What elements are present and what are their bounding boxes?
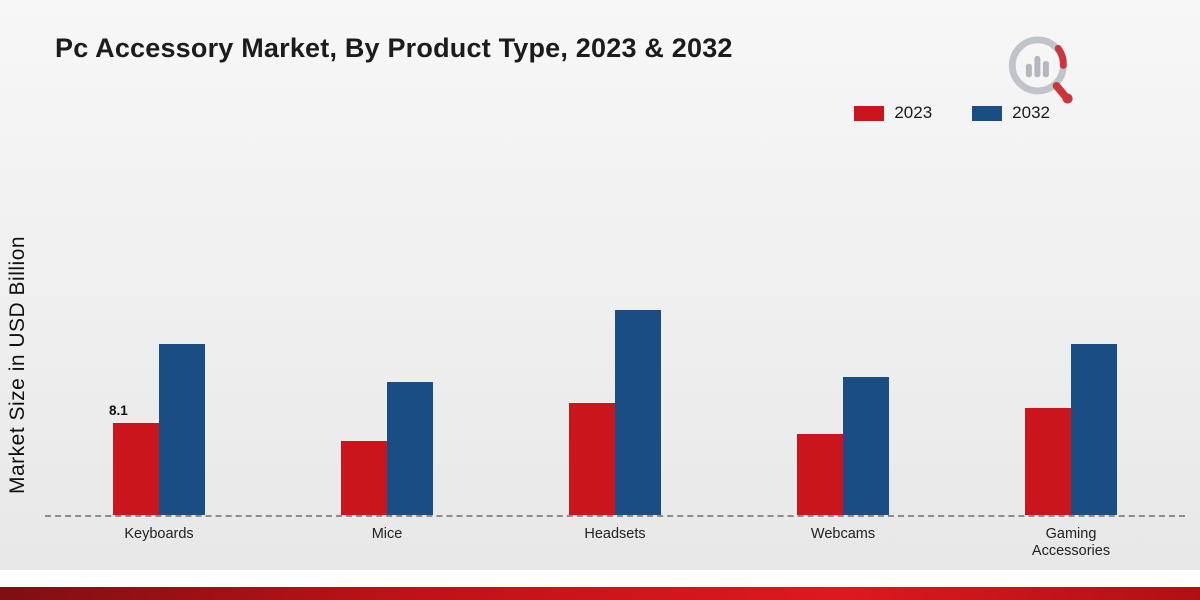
bar-2023-webcams: [797, 434, 843, 515]
category-cell-keyboards: Keyboards: [45, 526, 273, 559]
category-cell-gaming-accessories: Gaming Accessories: [957, 526, 1185, 559]
plot-area: 8.1: [45, 288, 1185, 515]
legend-item-2023: 2023: [854, 103, 932, 123]
bar-2023-headsets: [569, 403, 615, 515]
legend-label-2032: 2032: [1012, 103, 1050, 122]
bar-2032-keyboards: [159, 344, 205, 515]
bar-group-mice: [273, 288, 501, 515]
footer-red-band: [0, 587, 1200, 600]
x-axis-labels: Keyboards Mice Headsets Webcams Gaming Acces…: [45, 526, 1185, 559]
category-cell-webcams: Webcams: [729, 526, 957, 559]
chart-title: Pc Accessory Market, By Product Type, 20…: [55, 33, 733, 63]
bar-2032-mice: [387, 382, 433, 515]
category-label-mice: Mice: [371, 526, 403, 542]
legend-swatch-2032: [972, 105, 1003, 121]
category-label-keyboards: Keyboards: [124, 526, 194, 542]
bar-2023-keyboards: 8.1: [109, 403, 159, 515]
legend-item-2032: 2032: [972, 103, 1050, 123]
bar-value-label: 8.1: [109, 403, 128, 418]
footer-white-band: [0, 570, 1200, 587]
bar-2023-gaming-accessories: [1025, 408, 1071, 515]
x-axis-line: [45, 515, 1185, 517]
category-label-webcams: Webcams: [810, 526, 876, 542]
bar-group-gaming-accessories: [957, 288, 1185, 515]
legend: 2023 2032: [854, 103, 1050, 123]
bar-2023-mice: [341, 441, 387, 515]
category-cell-headsets: Headsets: [501, 526, 729, 559]
y-axis-label: Market Size in USD Billion: [6, 235, 29, 495]
bar-group-headsets: [501, 288, 729, 515]
category-label-gaming-accessories: Gaming Accessories: [1031, 526, 1111, 559]
legend-swatch-2023: [854, 105, 885, 121]
bar-2032-gaming-accessories: [1071, 344, 1117, 515]
category-label-headsets: Headsets: [584, 526, 646, 542]
legend-label-2023: 2023: [894, 103, 933, 122]
bar-group-keyboards: 8.1: [45, 288, 273, 515]
chart-area: 8.1 Keyboards Mice Headsets Webcams Gaming A…: [45, 288, 1185, 559]
bar-2032-headsets: [615, 310, 661, 515]
bar-group-webcams: [729, 288, 957, 515]
category-cell-mice: Mice: [273, 526, 501, 559]
bar-2032-webcams: [843, 377, 889, 515]
brand-logo-icon: [1008, 36, 1073, 104]
